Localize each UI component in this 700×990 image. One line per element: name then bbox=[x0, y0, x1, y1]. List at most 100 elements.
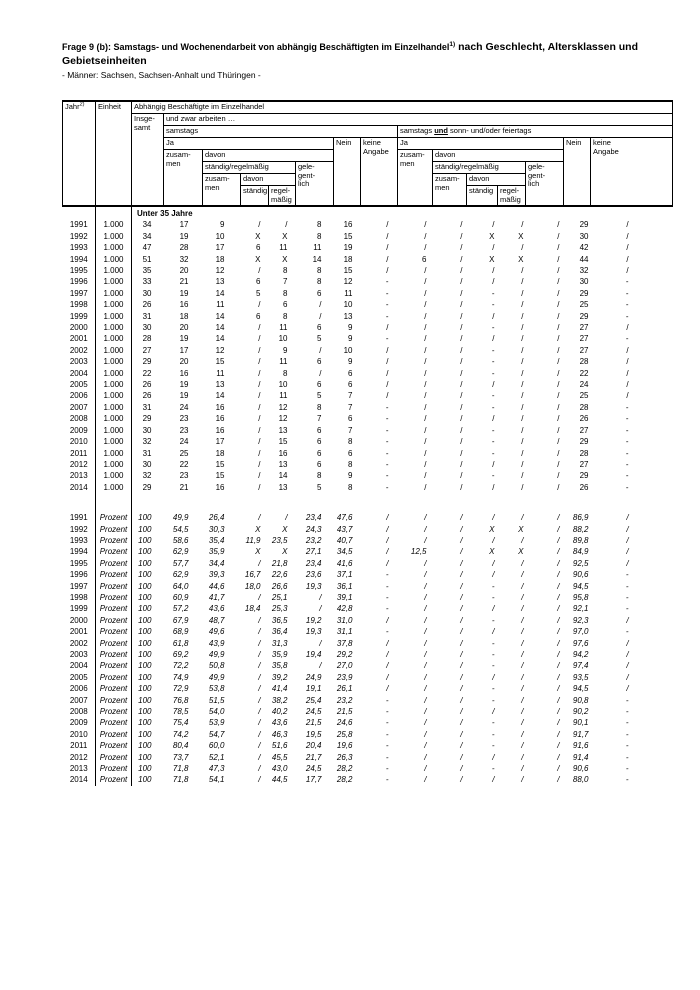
value-cell: 12 bbox=[215, 266, 225, 276]
block-gap-row bbox=[62, 493, 673, 513]
value-cell: / bbox=[557, 459, 560, 469]
year-cell: 2014 bbox=[62, 774, 96, 786]
value-cell: / bbox=[557, 764, 560, 774]
value-cell: 41,6 bbox=[336, 558, 353, 568]
value-cell: 60,0 bbox=[208, 741, 225, 751]
table-body: Unter 35 Jahre 1991 1.000 34 17 9//8 16// / / //2… bbox=[62, 206, 673, 786]
value-cell: / bbox=[557, 627, 560, 637]
group-label-row: Unter 35 Jahre bbox=[62, 206, 673, 220]
value-cell: / bbox=[626, 380, 629, 390]
value-cell: / bbox=[557, 334, 560, 344]
value-cell: 14 bbox=[215, 334, 225, 344]
value-cell: / bbox=[424, 448, 427, 458]
value-cell: / bbox=[424, 684, 427, 694]
value-cell: 74,2 bbox=[172, 729, 189, 739]
value-cell: 8 bbox=[317, 402, 322, 412]
value-cell: 67,9 bbox=[172, 615, 189, 625]
value-cell: X bbox=[282, 254, 288, 264]
unit-cell: Prozent bbox=[95, 763, 132, 775]
value-cell: / bbox=[521, 357, 524, 367]
table-row: 2014 Prozent 100 71,8 54,1 / 44,5 17,7 28,2 - / / / /… bbox=[62, 774, 673, 786]
value-cell: X bbox=[518, 231, 524, 241]
value-cell: / bbox=[521, 448, 524, 458]
value-cell: 18 bbox=[179, 311, 189, 321]
value-cell: / bbox=[557, 524, 560, 534]
value-cell: 14 bbox=[215, 391, 225, 401]
value-cell: 54,0 bbox=[208, 707, 225, 717]
value-cell: 34,5 bbox=[336, 547, 353, 557]
value-cell: 68,9 bbox=[172, 627, 189, 637]
value-cell: / bbox=[460, 764, 463, 774]
value-cell: / bbox=[521, 684, 524, 694]
value-cell: / bbox=[521, 695, 524, 705]
value-cell: 9 bbox=[348, 334, 353, 344]
year-cell: 2000 bbox=[62, 614, 96, 627]
value-cell: - bbox=[625, 695, 629, 705]
value-cell: - bbox=[625, 752, 629, 762]
table-row: 1994 1.000 51 32 18 X X 14 18 / 6 / X X / 44 / bbox=[62, 253, 673, 266]
value-cell: 71,8 bbox=[172, 775, 189, 785]
value-cell: 19,1 bbox=[305, 684, 322, 694]
col-header-nein-2: Nein bbox=[563, 136, 591, 207]
value-cell: / bbox=[460, 266, 463, 276]
value-cell: / bbox=[460, 345, 463, 355]
value-cell: - bbox=[491, 729, 495, 739]
value-cell: / bbox=[492, 752, 495, 762]
value-cell: 47,6 bbox=[336, 513, 353, 523]
year-cell: 2014 bbox=[62, 481, 96, 494]
value-cell: 100 bbox=[138, 627, 152, 637]
unit-cell: Prozent bbox=[95, 626, 132, 638]
value-cell: 43,6 bbox=[271, 718, 288, 728]
value-cell: / bbox=[319, 592, 322, 602]
value-cell: 32 bbox=[142, 471, 152, 481]
value-cell: 18 bbox=[343, 254, 353, 264]
value-cell: 43,9 bbox=[208, 638, 225, 648]
table-row: 2004 1.000 22 16 11 / 8 / 6 / / / - / / 22 / bbox=[62, 367, 673, 380]
value-cell: 9 bbox=[220, 220, 225, 230]
year-cell bbox=[62, 206, 96, 220]
value-cell: 100 bbox=[138, 558, 152, 568]
value-cell: / bbox=[557, 650, 560, 660]
value-cell: / bbox=[424, 368, 427, 378]
value-cell: 10 bbox=[343, 300, 353, 310]
value-cell: 8 bbox=[317, 220, 322, 230]
value-cell: / bbox=[557, 707, 560, 717]
value-cell: 48,7 bbox=[208, 615, 225, 625]
col-header-staendig-2: ständig bbox=[466, 184, 498, 207]
table-row: 1995 1.000 35 20 12 / 8 8 15 / / / / / / 32 / bbox=[62, 265, 673, 277]
value-cell: 21,8 bbox=[271, 558, 288, 568]
value-cell: 15 bbox=[343, 231, 353, 241]
value-cell: 30,3 bbox=[208, 524, 225, 534]
value-cell: / bbox=[557, 684, 560, 694]
value-cell: / bbox=[557, 672, 560, 682]
value-cell: / bbox=[557, 414, 560, 424]
value-cell: 10 bbox=[278, 334, 288, 344]
value-cell: 28 bbox=[579, 448, 589, 458]
value-cell: / bbox=[258, 402, 261, 412]
value-cell: / bbox=[492, 220, 495, 230]
table-row: 1994 Prozent 100 62,9 35,9 X X 27,1 34,5 / 12,5 / X X… bbox=[62, 546, 673, 558]
value-cell: 47 bbox=[142, 243, 152, 253]
value-cell: - bbox=[625, 288, 629, 298]
title-emphasis: nach Geschlecht, Altersklassen und Gebie… bbox=[62, 41, 639, 67]
value-cell: 28 bbox=[179, 243, 189, 253]
value-cell: / bbox=[460, 459, 463, 469]
table-row: 2014 1.000 29 21 16 / 13 5 8 - / / / / / 26 - bbox=[62, 481, 673, 494]
value-cell: 43,7 bbox=[336, 524, 353, 534]
value-cell: 17 bbox=[179, 345, 189, 355]
value-cell: 78,5 bbox=[172, 707, 189, 717]
value-cell: 30 bbox=[142, 323, 152, 333]
value-cell: / bbox=[460, 368, 463, 378]
statistics-table: Jahr2) Einheit Abhängig Beschäftigte im … bbox=[62, 100, 674, 786]
table-row: 2010 Prozent 100 74,2 54,7 / 46,3 19,5 25,8 - / / - /… bbox=[62, 728, 673, 741]
value-cell: / bbox=[557, 402, 560, 412]
value-cell: 61,8 bbox=[172, 638, 189, 648]
value-cell: 75,4 bbox=[172, 718, 189, 728]
unit-cell bbox=[95, 493, 132, 513]
value-cell: / bbox=[424, 513, 427, 523]
value-cell: / bbox=[557, 661, 560, 671]
year-cell: 2012 bbox=[62, 458, 96, 471]
value-cell: 24 bbox=[179, 437, 189, 447]
value-cell: / bbox=[258, 482, 261, 492]
value-cell: 22 bbox=[179, 459, 189, 469]
